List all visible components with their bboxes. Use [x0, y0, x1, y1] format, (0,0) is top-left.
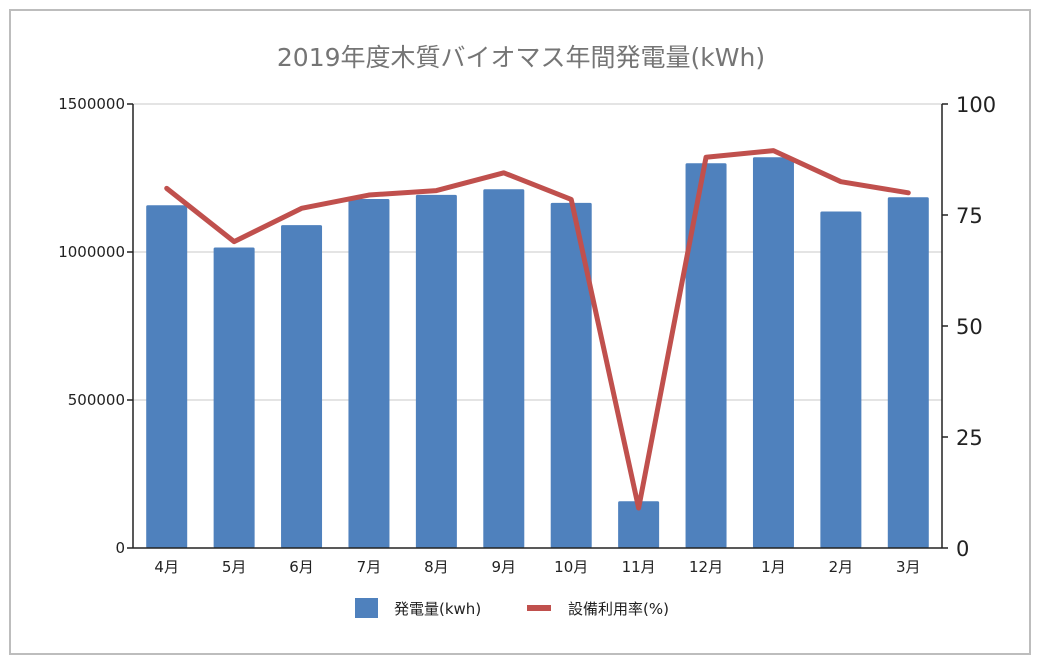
- bar: [213, 247, 255, 548]
- bar: [752, 157, 794, 548]
- bar: [820, 211, 862, 548]
- x-tick-label: 12月: [689, 558, 723, 576]
- x-tick-label: 7月: [357, 558, 382, 576]
- left-tick-label: 0: [115, 539, 125, 557]
- x-tick-label: 2月: [829, 558, 854, 576]
- x-tick-label: 9月: [492, 558, 517, 576]
- bar: [483, 189, 525, 549]
- right-tick-label: 100: [956, 93, 996, 117]
- bar: [348, 199, 390, 549]
- line-series: [164, 148, 911, 511]
- legend: 発電量(kwh) 設備利用率(%): [355, 598, 669, 618]
- x-tick-label: 1月: [761, 558, 786, 576]
- right-tick-label: 50: [956, 315, 983, 339]
- x-tick-label: 5月: [222, 558, 247, 576]
- right-tick-label: 0: [956, 537, 969, 561]
- x-tick-label: 10月: [554, 558, 588, 576]
- axes: 0 500000 1000000 1500000 0 25 50 75 100 4月 5月 6月 7月 8…: [58, 93, 996, 576]
- left-tick-label: 1000000: [58, 243, 125, 261]
- bar: [146, 205, 188, 548]
- right-tick-label: 75: [956, 204, 983, 228]
- bar: [415, 194, 457, 548]
- legend-label-generation: 発電量(kwh): [394, 600, 481, 618]
- x-tick-label: 6月: [289, 558, 314, 576]
- bar: [281, 225, 323, 548]
- bar: [550, 202, 592, 548]
- bar: [618, 501, 660, 548]
- x-tick-label: 4月: [154, 558, 179, 576]
- bar: [887, 197, 929, 549]
- gridlines: [133, 103, 942, 401]
- right-tick-label: 25: [956, 426, 983, 450]
- x-tick-label: 11月: [622, 558, 656, 576]
- x-tick-label: 8月: [424, 558, 449, 576]
- x-tick-label: 3月: [896, 558, 921, 576]
- bar: [685, 163, 727, 548]
- legend-label-utilization: 設備利用率(%): [568, 600, 669, 618]
- utilization-line: [164, 148, 911, 511]
- left-tick-label: 1500000: [58, 95, 125, 113]
- left-tick-label: 500000: [68, 391, 125, 409]
- legend-swatch-generation: [355, 598, 378, 618]
- chart-title: 2019年度木質バイオマス年間発電量(kWh): [277, 43, 765, 72]
- bar-series: [146, 157, 929, 549]
